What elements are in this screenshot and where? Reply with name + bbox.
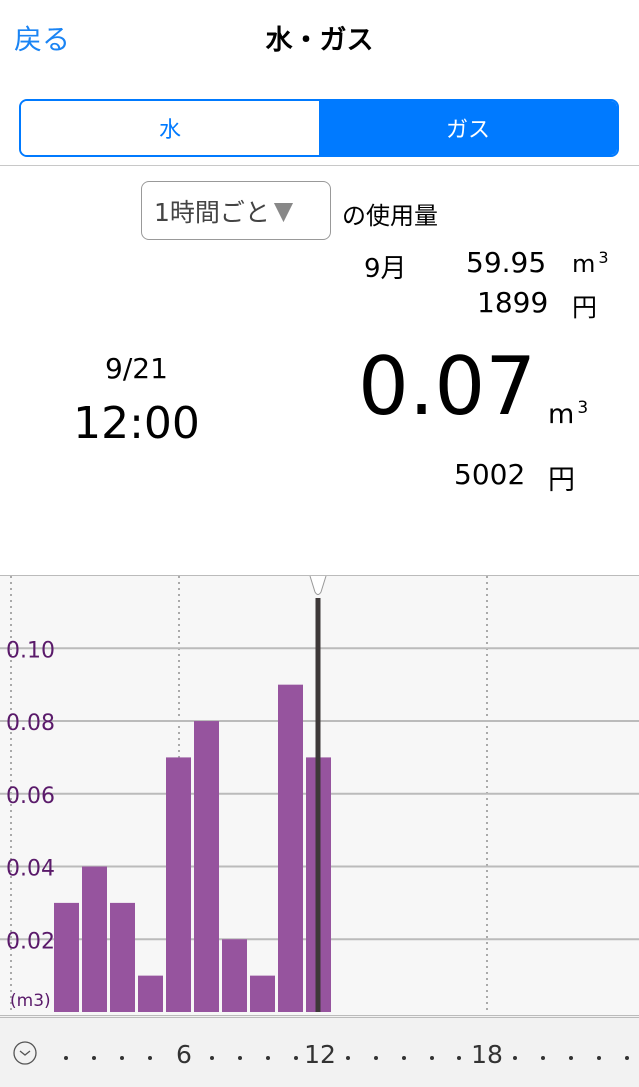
bar <box>278 684 303 1012</box>
axis-dot <box>597 1056 601 1060</box>
y-tick-label: 0.06 <box>6 784 55 809</box>
axis-dot <box>346 1056 350 1060</box>
bar <box>110 902 135 1012</box>
x-tick-label: 12 <box>304 1040 336 1069</box>
triangle-down-icon: ▼ <box>273 196 294 225</box>
unit: m <box>548 399 575 430</box>
axis-dot <box>92 1056 96 1060</box>
period-select[interactable]: 1時間ごと ▼ <box>141 181 331 240</box>
segment-gas[interactable]: ガス <box>319 101 617 155</box>
axis-dot <box>210 1056 214 1060</box>
unit: m <box>572 250 596 278</box>
usage-label: の使用量 <box>342 202 438 230</box>
y-tick-label: 0.02 <box>6 929 55 954</box>
axis-dot <box>294 1056 298 1060</box>
page-title: 水・ガス <box>265 25 374 56</box>
y-axis-unit-label: (m3) <box>10 991 51 1011</box>
bar <box>194 721 219 1012</box>
axis-dot <box>541 1056 545 1060</box>
axis-dot <box>569 1056 573 1060</box>
bar <box>250 975 275 1012</box>
unit-sup: 3 <box>577 398 589 418</box>
y-tick-label: 0.04 <box>6 857 55 882</box>
monthly-cost-unit: 円 <box>572 293 598 322</box>
x-tick-label: 18 <box>471 1040 503 1069</box>
back-button[interactable]: 戻る <box>14 23 71 56</box>
selected-date: 9/21 <box>105 352 168 385</box>
axis-dot <box>148 1056 152 1060</box>
unit-sup: 3 <box>598 248 609 267</box>
axis-dot <box>120 1056 124 1060</box>
month-label: 9月 <box>364 254 407 284</box>
bar <box>166 757 191 1012</box>
selection-notch <box>309 575 327 595</box>
bar <box>54 902 79 1012</box>
selected-time: 12:00 <box>73 398 200 449</box>
y-tick-label: 0.08 <box>6 711 55 736</box>
axis-dot <box>625 1056 629 1060</box>
monthly-volume: 59.95 <box>466 246 547 279</box>
bar <box>222 939 247 1012</box>
axis-dot <box>374 1056 378 1060</box>
clock-icon <box>13 1041 37 1065</box>
time-axis[interactable]: 6 12 18 <box>0 1015 639 1087</box>
axis-dot <box>64 1056 68 1060</box>
usage-chart[interactable]: 0.02 0.04 0.06 0.08 0.10 (m3) <box>0 575 639 1015</box>
bar <box>138 975 163 1012</box>
selected-cost-unit: 円 <box>548 465 575 496</box>
axis-dot <box>266 1056 270 1060</box>
divider <box>0 165 639 166</box>
chart-svg: 0.02 0.04 0.06 0.08 0.10 (m3) <box>0 575 639 1012</box>
axis-dot <box>402 1056 406 1060</box>
utility-segmented-control: 水 ガス <box>19 99 619 157</box>
axis-dot <box>457 1056 461 1060</box>
selected-volume: 0.07 <box>358 340 537 433</box>
selected-cost: 5002 <box>454 458 526 491</box>
axis-dot <box>238 1056 242 1060</box>
monthly-cost: 1899 <box>477 286 549 319</box>
axis-dot <box>513 1056 517 1060</box>
x-tick-label: 6 <box>176 1040 192 1069</box>
y-tick-label: 0.10 <box>6 638 55 663</box>
period-select-value: 1時間ごと <box>154 197 270 227</box>
segment-water[interactable]: 水 <box>21 101 319 155</box>
axis-dot <box>430 1056 434 1060</box>
bar <box>82 866 107 1012</box>
